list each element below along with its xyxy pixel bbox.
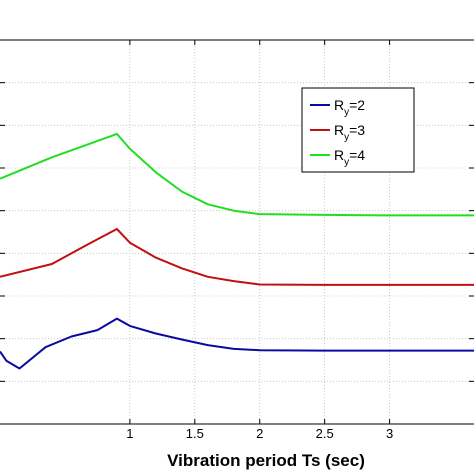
series-line-ry-3	[0, 228, 474, 286]
x-tick-label: 3	[386, 426, 393, 441]
x-tick-label: 1	[126, 426, 133, 441]
legend-label: Ry=4	[334, 147, 365, 168]
series-line-ry-4	[0, 132, 474, 217]
legend-label: Ry=2	[334, 97, 365, 118]
x-tick-labels: 1 1.5 2 2.5 3	[126, 426, 393, 441]
x-tick-label: 1.5	[186, 426, 204, 441]
series-line-ry-2	[0, 317, 474, 370]
axes	[0, 39, 474, 425]
x-tick-label: 2.5	[316, 426, 334, 441]
legend-label: Ry=3	[334, 122, 365, 143]
x-axis-label: Vibration period Ts (sec)	[167, 451, 365, 470]
legend: Ry=2 Ry=3 Ry=4	[301, 87, 415, 173]
series-lines	[0, 132, 474, 370]
x-tick-label: 2	[256, 426, 263, 441]
